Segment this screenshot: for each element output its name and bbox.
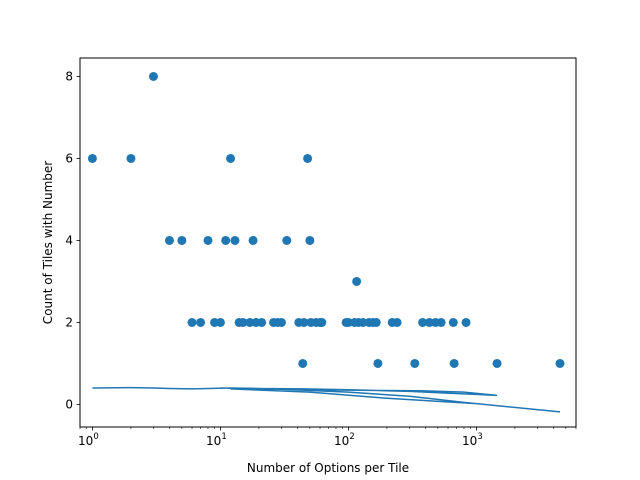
axes-frame <box>79 57 577 428</box>
scatter-point <box>257 317 267 327</box>
scatter-point <box>303 153 313 163</box>
scatter-point <box>298 358 308 368</box>
scatter-point <box>276 317 286 327</box>
y-axis-label: Count of Tiles with Number <box>41 161 55 324</box>
scatter-point <box>299 317 309 327</box>
line-series-layer <box>92 386 561 413</box>
scatter-point <box>221 235 231 245</box>
scatter-point <box>461 317 471 327</box>
scatter-point <box>87 153 97 163</box>
y-tick-label: 0 <box>65 398 73 412</box>
y-axis-ticks: 0 2 4 6 8 <box>65 70 80 412</box>
scatter-point <box>492 358 502 368</box>
scatter-point <box>177 235 187 245</box>
scatter-point <box>187 317 197 327</box>
scatter-point <box>230 235 240 245</box>
scatter-point <box>448 317 458 327</box>
scatter-point <box>226 153 236 163</box>
y-tick-label: 2 <box>65 316 73 330</box>
x-tick-label: 103 <box>462 432 483 448</box>
x-axis-ticks: 100 101 102 103 <box>78 427 577 448</box>
scatter-point <box>410 358 420 368</box>
scatter-point <box>245 317 255 327</box>
scatter-point <box>449 358 459 368</box>
scatter-point <box>352 276 362 286</box>
x-axis-label: Number of Options per Tile <box>247 461 409 475</box>
plot-area <box>87 71 565 413</box>
x-tick-label: 100 <box>78 432 99 448</box>
scatter-point <box>373 358 383 368</box>
scatter-point <box>392 317 402 327</box>
scatter-point <box>343 317 353 327</box>
scatter-point <box>164 235 174 245</box>
line-series <box>92 386 561 413</box>
scatter-point <box>371 317 381 327</box>
scatter-point <box>248 235 258 245</box>
scatter-point <box>203 235 213 245</box>
scatter-point <box>317 317 327 327</box>
scatter-point <box>215 317 225 327</box>
scatter-point <box>305 235 315 245</box>
scatter-point <box>418 317 428 327</box>
y-tick-label: 4 <box>65 234 73 248</box>
scatter-point <box>282 235 292 245</box>
scatter-points-layer <box>87 71 565 368</box>
x-tick-label: 101 <box>206 432 227 448</box>
y-tick-label: 8 <box>65 70 73 84</box>
scatter-point <box>436 317 446 327</box>
scatter-point <box>148 71 158 81</box>
x-tick-label: 102 <box>334 432 355 448</box>
y-tick-label: 6 <box>65 152 73 166</box>
scatter-point <box>196 317 206 327</box>
scatter-point <box>238 317 248 327</box>
scatter-point <box>555 358 565 368</box>
scatter-point <box>126 153 136 163</box>
